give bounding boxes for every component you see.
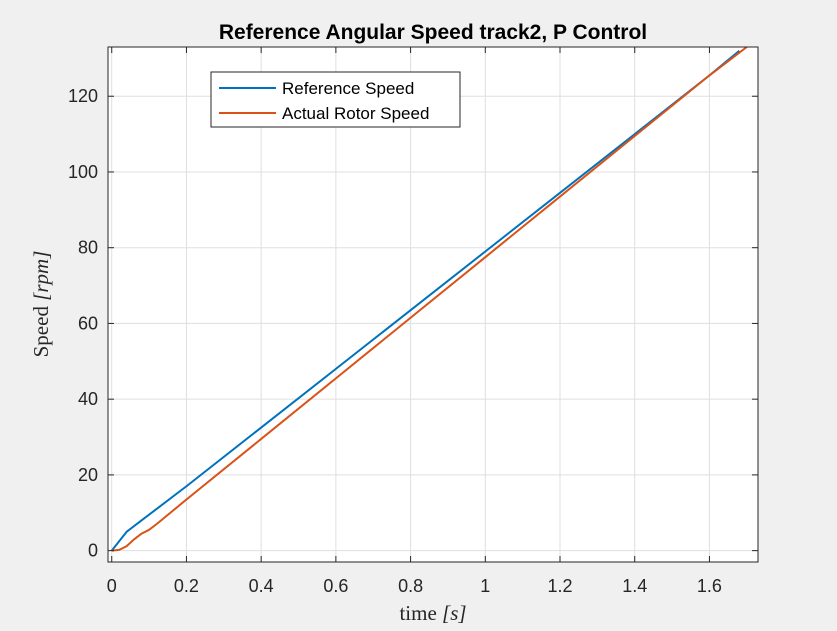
legend: Reference Speed Actual Rotor Speed — [210, 71, 461, 128]
chart-title: Reference Angular Speed track2, P Contro… — [219, 21, 647, 44]
y-axis-label-main: Speed — [29, 301, 53, 358]
x-tick-label: 0.8 — [398, 576, 423, 596]
series-line-reference-speed — [110, 50, 740, 552]
plot-box — [107, 46, 759, 563]
y-tick-label: 0 — [88, 541, 98, 561]
y-axis-label-unit: [rpm] — [29, 251, 53, 301]
y-axis-label: Speed [rpm] — [29, 251, 53, 358]
x-tick-label: 0.6 — [323, 576, 348, 596]
y-tick-label: 20 — [78, 465, 98, 485]
x-tick-label: 1.6 — [697, 576, 722, 596]
x-tick-label: 1.2 — [547, 576, 572, 596]
legend-box — [210, 71, 461, 128]
x-axis-label-unit: [s] — [442, 601, 467, 625]
x-tick-label: 0 — [107, 576, 117, 596]
x-tick-label: 1.4 — [622, 576, 647, 596]
x-tick-label: 1 — [480, 576, 490, 596]
ticks — [108, 47, 758, 562]
y-tick-label: 80 — [78, 238, 98, 258]
x-axis-label-main: time — [399, 601, 442, 625]
y-tick-label: 100 — [68, 162, 98, 182]
series-layer — [110, 47, 748, 552]
series-line-actual-rotor-speed — [111, 47, 748, 552]
x-axis-label: time [s] — [399, 601, 466, 625]
legend-label-actual-rotor-speed: Actual Rotor Speed — [282, 104, 429, 123]
y-tick-labels: 0 20 40 60 80 100 120 — [68, 86, 98, 560]
x-tick-label: 0.4 — [249, 576, 274, 596]
y-tick-label: 120 — [68, 86, 98, 106]
y-tick-label: 40 — [78, 389, 98, 409]
legend-label-reference-speed: Reference Speed — [282, 79, 414, 98]
x-tick-label: 0.2 — [174, 576, 199, 596]
x-tick-labels: 0 0.2 0.4 0.6 0.8 1 1.2 1.4 1.6 — [107, 576, 722, 596]
y-tick-label: 60 — [78, 313, 98, 333]
